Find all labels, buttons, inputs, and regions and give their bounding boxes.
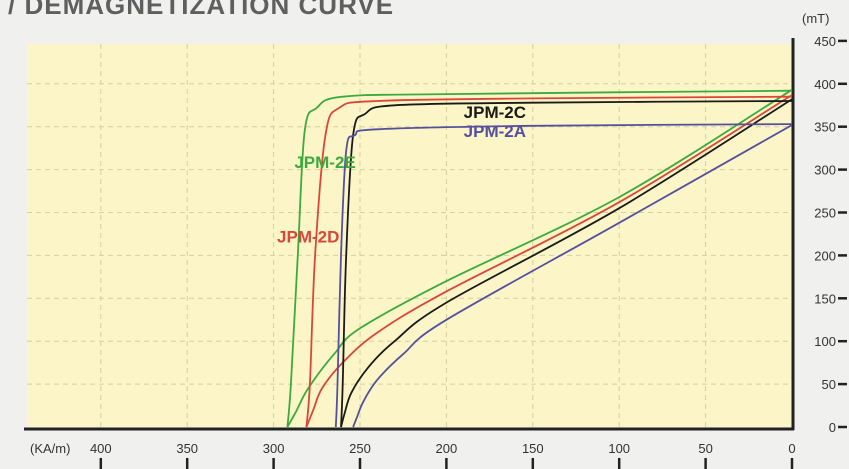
plot-area [27, 44, 792, 427]
x-tick-label: 350 [176, 441, 198, 456]
x-tick-label: 400 [90, 441, 112, 456]
series-b-curve-jpm-2a [334, 123, 793, 428]
x-tick-label: 0 [788, 441, 795, 456]
y-tick-label: 450 [814, 34, 836, 49]
x-tick-label: 100 [608, 441, 630, 456]
y-tick-label: 200 [814, 248, 836, 263]
title-text: DEMAGNETIZATION CURVE [24, 0, 395, 20]
title-prefix: / [8, 0, 17, 20]
y-axis-unit-label: (mT) [802, 11, 830, 26]
series-j-curve-jpm-2d [305, 94, 793, 428]
y-tick-label: 250 [814, 206, 836, 221]
series-j-curve-jpm-2e [286, 89, 793, 428]
y-tick-label: 300 [814, 163, 836, 178]
x-tick-label: 50 [698, 441, 712, 456]
series-b-curve-jpm-2d [305, 95, 793, 428]
x-tick-label: 300 [263, 441, 285, 456]
y-tick-label: 150 [814, 291, 836, 306]
axes: 400 350 300 250 200 150 100 50 0 0 50 100 150 200 250 3… [24, 34, 847, 469]
series-label-jpm-2d: JPM-2D [277, 228, 339, 247]
series-j-curve-jpm-2c [340, 98, 793, 428]
series-b-curve-jpm-2e [286, 89, 793, 428]
y-tick-label: 0 [829, 420, 836, 435]
x-tick-label: 150 [522, 441, 544, 456]
series-j-curve-jpm-2a [352, 124, 793, 428]
grid [27, 44, 792, 427]
x-axis-unit-label: (KA/m) [30, 441, 70, 456]
series-label-jpm-2a: JPM-2A [464, 122, 526, 141]
x-tick-label: 250 [349, 441, 371, 456]
y-tick-label: 350 [814, 120, 836, 135]
y-tick-label: 50 [822, 377, 836, 392]
chart-title: / DEMAGNETIZATION CURVE [8, 0, 394, 21]
y-tick-label: 400 [814, 77, 836, 92]
y-tick-label: 100 [814, 334, 836, 349]
series-label-jpm-2e: JPM-2E [294, 153, 355, 172]
series-lines [286, 89, 793, 428]
x-tick-label: 200 [436, 441, 458, 456]
series-b-curve-jpm-2c [340, 100, 793, 428]
series-label-jpm-2c: JPM-2C [464, 103, 526, 122]
